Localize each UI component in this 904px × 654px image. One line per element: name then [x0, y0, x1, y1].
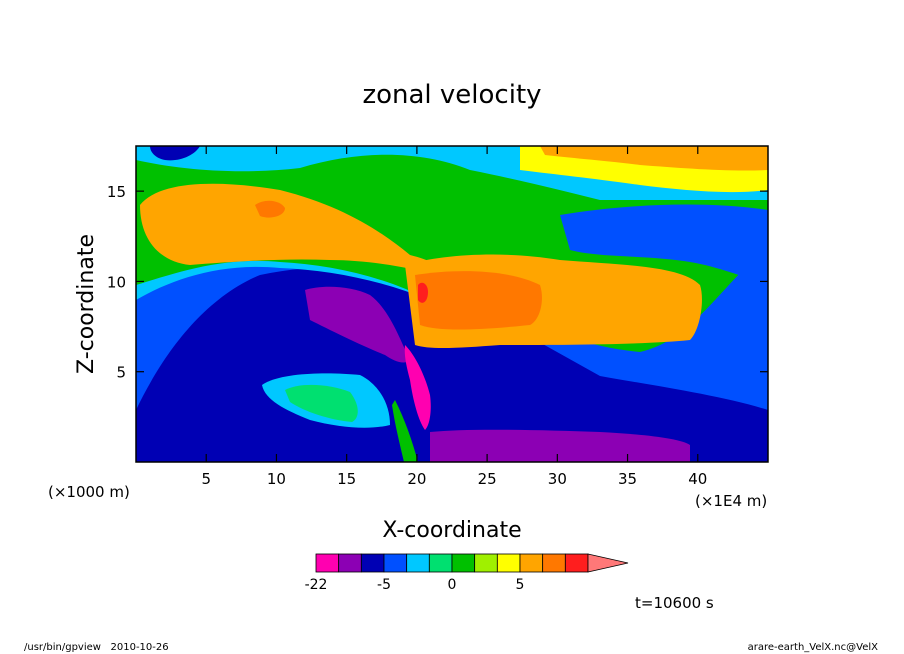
colorbar-segment	[338, 553, 362, 573]
x-tick-label: 5	[201, 470, 211, 488]
colorbar-segment	[451, 553, 476, 573]
colorbar-segment	[564, 553, 589, 573]
x-scale-label: (×1E4 m)	[695, 492, 767, 510]
colorbar-segment	[519, 553, 544, 573]
y-axis-label: Z-coordinate	[74, 234, 99, 374]
y-tick-label: 10	[107, 273, 126, 291]
x-tick-label: 20	[407, 470, 426, 488]
colorbar	[315, 553, 629, 573]
x-tick-label: 35	[618, 470, 637, 488]
field-lower-right-min	[430, 429, 690, 462]
colorbar-segment	[315, 553, 340, 573]
x-tick-label: 10	[267, 470, 286, 488]
field-top-orange	[540, 146, 768, 171]
x-tick-label: 25	[478, 470, 497, 488]
field-top-left-dark	[150, 146, 200, 161]
y-scale-label: (×1000 m)	[48, 483, 130, 501]
field-deep-minimum	[404, 345, 431, 430]
x-tick-label: 40	[688, 470, 707, 488]
colorbar-segment	[496, 553, 521, 573]
colorbar-segment	[474, 553, 498, 573]
x-axis-label: X-coordinate	[382, 518, 521, 543]
colorbar-tick-label: -22	[305, 577, 328, 593]
colorbar-segment	[542, 553, 566, 573]
field-upper-jet	[140, 183, 440, 275]
chart-title: zonal velocity	[362, 80, 541, 110]
colorbar-tick-label: 0	[448, 577, 457, 593]
y-axis: 5 10 15	[107, 183, 768, 382]
time-label: t=10600 s	[635, 594, 714, 612]
field-mid-jet-core	[418, 282, 428, 303]
field-mid-jet-inner	[415, 271, 542, 330]
colorbar-segment	[406, 553, 430, 573]
footer-left: /usr/bin/gpview 2010-10-26	[24, 642, 169, 653]
field-upper-jet-inner	[255, 200, 285, 218]
x-tick-label: 30	[548, 470, 567, 488]
footer-right: arare-earth_VelX.nc@VelX	[748, 642, 879, 653]
x-tick-label: 15	[337, 470, 356, 488]
field-lower-green	[285, 384, 358, 422]
colorbar-segment	[428, 553, 453, 573]
field-transition	[392, 400, 418, 462]
colorbar-tick-label: -5	[377, 577, 391, 593]
colorbar-tick-label: 5	[516, 577, 525, 593]
field-upper-right-blue	[560, 204, 768, 285]
field-purple-band	[305, 286, 410, 363]
colorbar-segment	[360, 553, 385, 573]
x-axis: 5 10 15 20 25 30 35 40	[201, 146, 707, 488]
plot-frame	[135, 145, 769, 463]
colorbar-overflow-triangle	[587, 553, 629, 573]
colorbar-segment	[383, 553, 408, 573]
colorbar-labels: -22 -5 0 5	[305, 577, 525, 593]
y-tick-label: 5	[116, 364, 126, 382]
plot-area	[136, 146, 768, 462]
field-lower-dark	[136, 266, 768, 462]
y-tick-label: 15	[107, 183, 126, 201]
